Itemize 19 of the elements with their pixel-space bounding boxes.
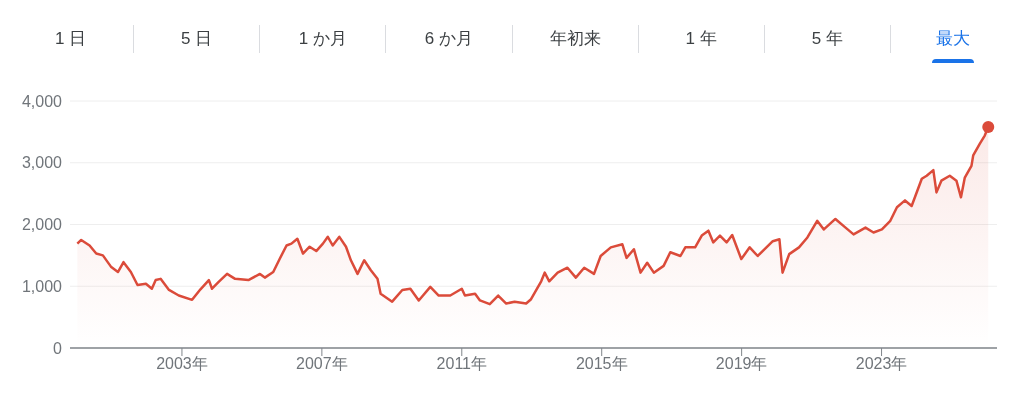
x-tick-label: 2023年 xyxy=(855,355,908,373)
y-tick-label: 3,000 xyxy=(21,154,63,172)
text: 6 か月 xyxy=(424,28,474,50)
text: 1 か月 xyxy=(298,28,347,50)
x-tick-label: 2011年 xyxy=(436,355,487,373)
y-tick-label: 2,000 xyxy=(21,216,63,234)
y-tick-label: 0 xyxy=(53,339,63,357)
text: 5 日 xyxy=(181,28,213,50)
x-tick-label: 2015年 xyxy=(575,355,628,373)
text: 5 年 xyxy=(811,28,843,50)
y-tick-label: 1,000 xyxy=(21,277,63,295)
text: 1 年 xyxy=(685,28,717,50)
x-tick-label: 2007年 xyxy=(296,355,348,373)
x-tick-label: 2019年 xyxy=(715,355,768,373)
x-tick-label: 2003年 xyxy=(156,355,208,373)
text: 年初来 xyxy=(549,28,601,50)
text: 1 日 xyxy=(54,28,87,50)
text: 最大 xyxy=(936,28,971,50)
y-tick-label: 4,000 xyxy=(21,92,63,110)
